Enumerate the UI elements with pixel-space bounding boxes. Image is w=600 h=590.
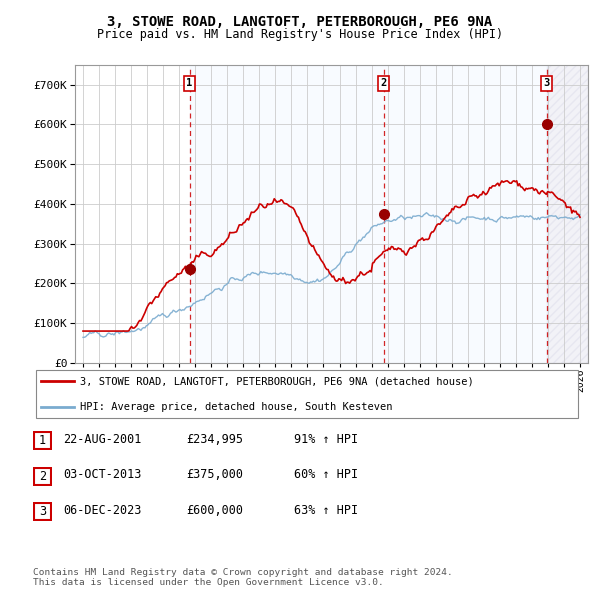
Text: 06-DEC-2023: 06-DEC-2023 — [63, 504, 142, 517]
Text: 60% ↑ HPI: 60% ↑ HPI — [294, 468, 358, 481]
FancyBboxPatch shape — [36, 371, 578, 418]
Text: 3, STOWE ROAD, LANGTOFT, PETERBOROUGH, PE6 9NA (detached house): 3, STOWE ROAD, LANGTOFT, PETERBOROUGH, P… — [80, 376, 473, 386]
Text: 3, STOWE ROAD, LANGTOFT, PETERBOROUGH, PE6 9NA: 3, STOWE ROAD, LANGTOFT, PETERBOROUGH, P… — [107, 15, 493, 29]
Text: 3: 3 — [39, 505, 46, 518]
Text: 22-AUG-2001: 22-AUG-2001 — [63, 433, 142, 446]
Text: 2: 2 — [39, 470, 46, 483]
Text: Price paid vs. HM Land Registry's House Price Index (HPI): Price paid vs. HM Land Registry's House … — [97, 28, 503, 41]
FancyBboxPatch shape — [34, 503, 51, 520]
Text: 1: 1 — [39, 434, 46, 447]
FancyBboxPatch shape — [34, 432, 51, 449]
Bar — [190, 65, 547, 363]
Text: 1: 1 — [187, 78, 193, 88]
Text: 91% ↑ HPI: 91% ↑ HPI — [294, 433, 358, 446]
Text: 03-OCT-2013: 03-OCT-2013 — [63, 468, 142, 481]
Text: £234,995: £234,995 — [186, 433, 243, 446]
Text: 3: 3 — [544, 78, 550, 88]
Text: Contains HM Land Registry data © Crown copyright and database right 2024.
This d: Contains HM Land Registry data © Crown c… — [33, 568, 453, 587]
Text: £600,000: £600,000 — [186, 504, 243, 517]
Text: £375,000: £375,000 — [186, 468, 243, 481]
Text: 2: 2 — [380, 78, 387, 88]
Text: 63% ↑ HPI: 63% ↑ HPI — [294, 504, 358, 517]
FancyBboxPatch shape — [34, 468, 51, 484]
Text: HPI: Average price, detached house, South Kesteven: HPI: Average price, detached house, Sout… — [80, 402, 392, 412]
Bar — [547, 65, 588, 363]
